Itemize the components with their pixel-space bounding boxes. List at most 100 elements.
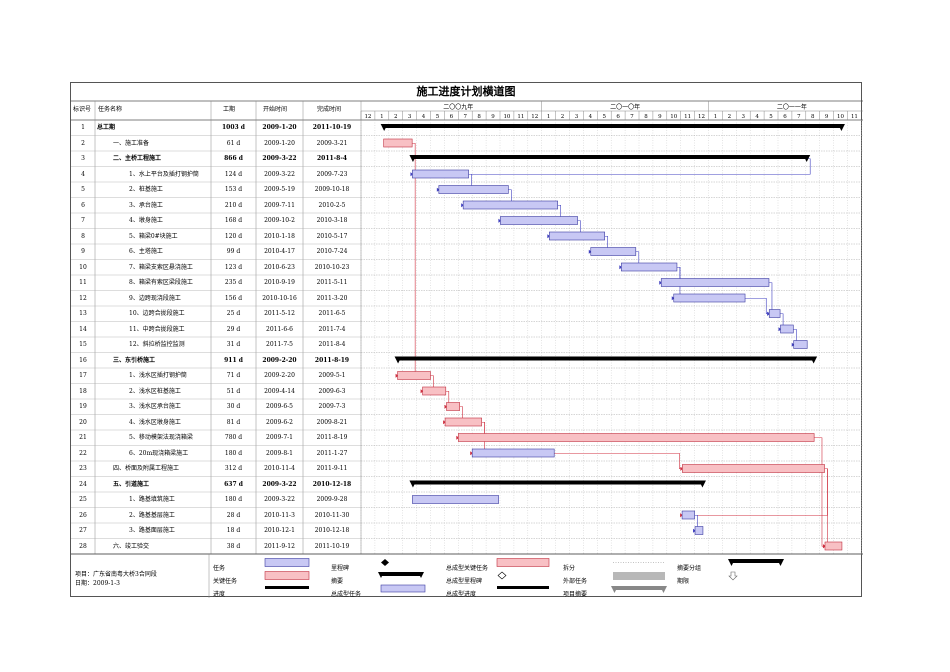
col-header-name[interactable]: 任务名称 (98, 106, 123, 113)
task-start[interactable]: 2009-3-22 (262, 480, 297, 488)
task-id[interactable]: 15 (79, 341, 87, 348)
task-id[interactable]: 12 (79, 294, 87, 302)
task-start[interactable]: 2011-6-6 (266, 325, 293, 333)
task-finish[interactable]: 2011-9-11 (316, 465, 348, 472)
task-duration[interactable]: 61 d (226, 139, 241, 147)
task-start[interactable]: 2009-3-22 (264, 170, 295, 178)
task-finish[interactable]: 2011-8-4 (318, 341, 346, 348)
task-name[interactable]: 6、20m现浇箱梁施工 (129, 449, 189, 457)
task-name[interactable]: 总工期 (97, 124, 116, 131)
task-start[interactable]: 2009-2-20 (262, 356, 297, 364)
task-name[interactable]: 4、墩身施工 (129, 217, 163, 224)
task-name[interactable]: 12、斜拉桥监控监测 (129, 341, 185, 348)
task-id[interactable]: 4 (81, 170, 85, 178)
task-name[interactable]: 7、箱梁支索区悬浇施工 (129, 263, 193, 271)
task-start[interactable]: 2009-6-2 (266, 418, 293, 426)
task-id[interactable]: 25 (79, 496, 87, 503)
task-start[interactable]: 2009-7-1 (266, 434, 293, 441)
task-finish[interactable]: 2009-7-23 (316, 170, 348, 178)
task-start[interactable]: 2010-9-19 (264, 279, 295, 286)
task-id[interactable]: 21 (79, 434, 87, 441)
task-name[interactable]: 6、主塔施工 (129, 248, 163, 255)
task-duration[interactable]: 180 d (224, 496, 243, 503)
task-id[interactable]: 26 (79, 511, 87, 519)
task-name[interactable]: 二、主桥工程施工 (113, 155, 162, 162)
task-start[interactable]: 2009-4-14 (264, 387, 295, 395)
task-duration[interactable]: 168 d (224, 217, 243, 224)
task-duration[interactable]: 866 d (224, 155, 243, 162)
task-duration[interactable]: 99 d (226, 248, 241, 255)
task-name[interactable]: 2、浅水区桩基施工 (129, 387, 181, 395)
task-start[interactable]: 2009-7-11 (264, 201, 295, 209)
task-finish[interactable]: 2010-10-23 (314, 263, 350, 271)
task-finish[interactable]: 2011-8-19 (316, 434, 348, 441)
task-name[interactable]: 1、水上平台及插打钢护筒 (129, 170, 199, 178)
task-duration[interactable]: 911 d (224, 356, 243, 364)
task-name[interactable]: 六、竣工验交 (113, 542, 150, 550)
task-finish[interactable]: 2010-2-5 (318, 201, 346, 209)
task-finish[interactable]: 2010-12-18 (314, 527, 350, 534)
task-start[interactable]: 2009-5-19 (264, 186, 295, 193)
task-name[interactable]: 3、路基面层施工 (129, 527, 175, 534)
task-start[interactable]: 2011-9-12 (264, 542, 295, 550)
task-start[interactable]: 2009-3-22 (262, 155, 297, 162)
col-header-id[interactable]: 标识号 (73, 106, 92, 113)
task-duration[interactable]: 25 d (226, 310, 241, 317)
task-finish[interactable]: 2010-11-30 (314, 511, 350, 519)
task-duration[interactable]: 30 d (226, 403, 241, 410)
task-id[interactable]: 9 (81, 248, 85, 255)
task-finish[interactable]: 2011-8-4 (316, 155, 348, 162)
task-name[interactable]: 一、施工准备 (113, 139, 150, 147)
task-start[interactable]: 2011-7-5 (266, 341, 293, 348)
task-name[interactable]: 8、箱梁有索区梁段施工 (129, 279, 193, 286)
task-id[interactable]: 24 (79, 480, 87, 488)
task-id[interactable]: 1 (81, 124, 85, 131)
task-finish[interactable]: 2011-1-27 (316, 449, 348, 457)
task-finish[interactable]: 2009-7-3 (318, 403, 346, 410)
task-start[interactable]: 2010-6-23 (264, 263, 295, 271)
task-id[interactable]: 3 (81, 155, 85, 162)
task-duration[interactable]: 51 d (226, 387, 241, 395)
col-header-duration[interactable]: 工期 (223, 106, 236, 113)
task-duration[interactable]: 180 d (224, 449, 243, 457)
task-finish[interactable]: 2011-8-19 (314, 356, 350, 364)
task-name[interactable]: 3、浅水区承台施工 (129, 403, 181, 410)
task-id[interactable]: 19 (79, 403, 87, 410)
task-id[interactable]: 6 (81, 201, 85, 209)
task-id[interactable]: 2 (81, 139, 85, 147)
task-name[interactable]: 9、边跨现浇段施工 (129, 294, 181, 302)
task-duration[interactable]: 210 d (224, 201, 243, 209)
task-duration[interactable]: 124 d (224, 170, 243, 178)
task-name[interactable]: 三、东引桥施工 (113, 356, 156, 364)
task-name[interactable]: 4、浅水区墩身施工 (129, 418, 181, 426)
task-duration[interactable]: 120 d (224, 232, 243, 240)
task-duration[interactable]: 71 d (226, 372, 241, 379)
task-name[interactable]: 2、路基基层施工 (129, 511, 175, 519)
task-start[interactable]: 2009-1-20 (262, 124, 297, 131)
task-name[interactable]: 11、中跨合拢段施工 (129, 325, 185, 333)
task-id[interactable]: 27 (79, 527, 87, 534)
task-name[interactable]: 5、移动模架法现浇箱梁 (129, 434, 193, 441)
task-name[interactable]: 10、边跨合拢段施工 (129, 310, 185, 317)
task-finish[interactable]: 2009-3-21 (316, 139, 348, 147)
task-id[interactable]: 22 (79, 449, 87, 457)
task-finish[interactable]: 2011-3-20 (316, 294, 348, 302)
task-duration[interactable]: 156 d (224, 294, 243, 302)
task-start[interactable]: 2010-10-16 (262, 294, 297, 302)
task-duration[interactable]: 312 d (224, 465, 243, 472)
task-duration[interactable]: 637 d (224, 480, 243, 488)
task-duration[interactable]: 235 d (224, 279, 243, 286)
task-id[interactable]: 11 (79, 279, 87, 286)
col-header-start[interactable]: 开始时间 (263, 106, 288, 113)
task-finish[interactable]: 2009-6-3 (318, 387, 346, 395)
task-start[interactable]: 2010-11-4 (264, 465, 295, 472)
task-finish[interactable]: 2010-5-17 (316, 232, 348, 240)
task-id[interactable]: 8 (81, 232, 85, 240)
task-name[interactable]: 3、承台施工 (129, 201, 163, 209)
task-id[interactable]: 14 (79, 325, 87, 333)
task-start[interactable]: 2010-1-18 (264, 232, 295, 240)
task-duration[interactable]: 18 d (226, 527, 241, 534)
task-id[interactable]: 28 (79, 542, 87, 550)
task-start[interactable]: 2010-11-3 (264, 511, 295, 519)
task-finish[interactable]: 2011-10-19 (312, 124, 352, 131)
